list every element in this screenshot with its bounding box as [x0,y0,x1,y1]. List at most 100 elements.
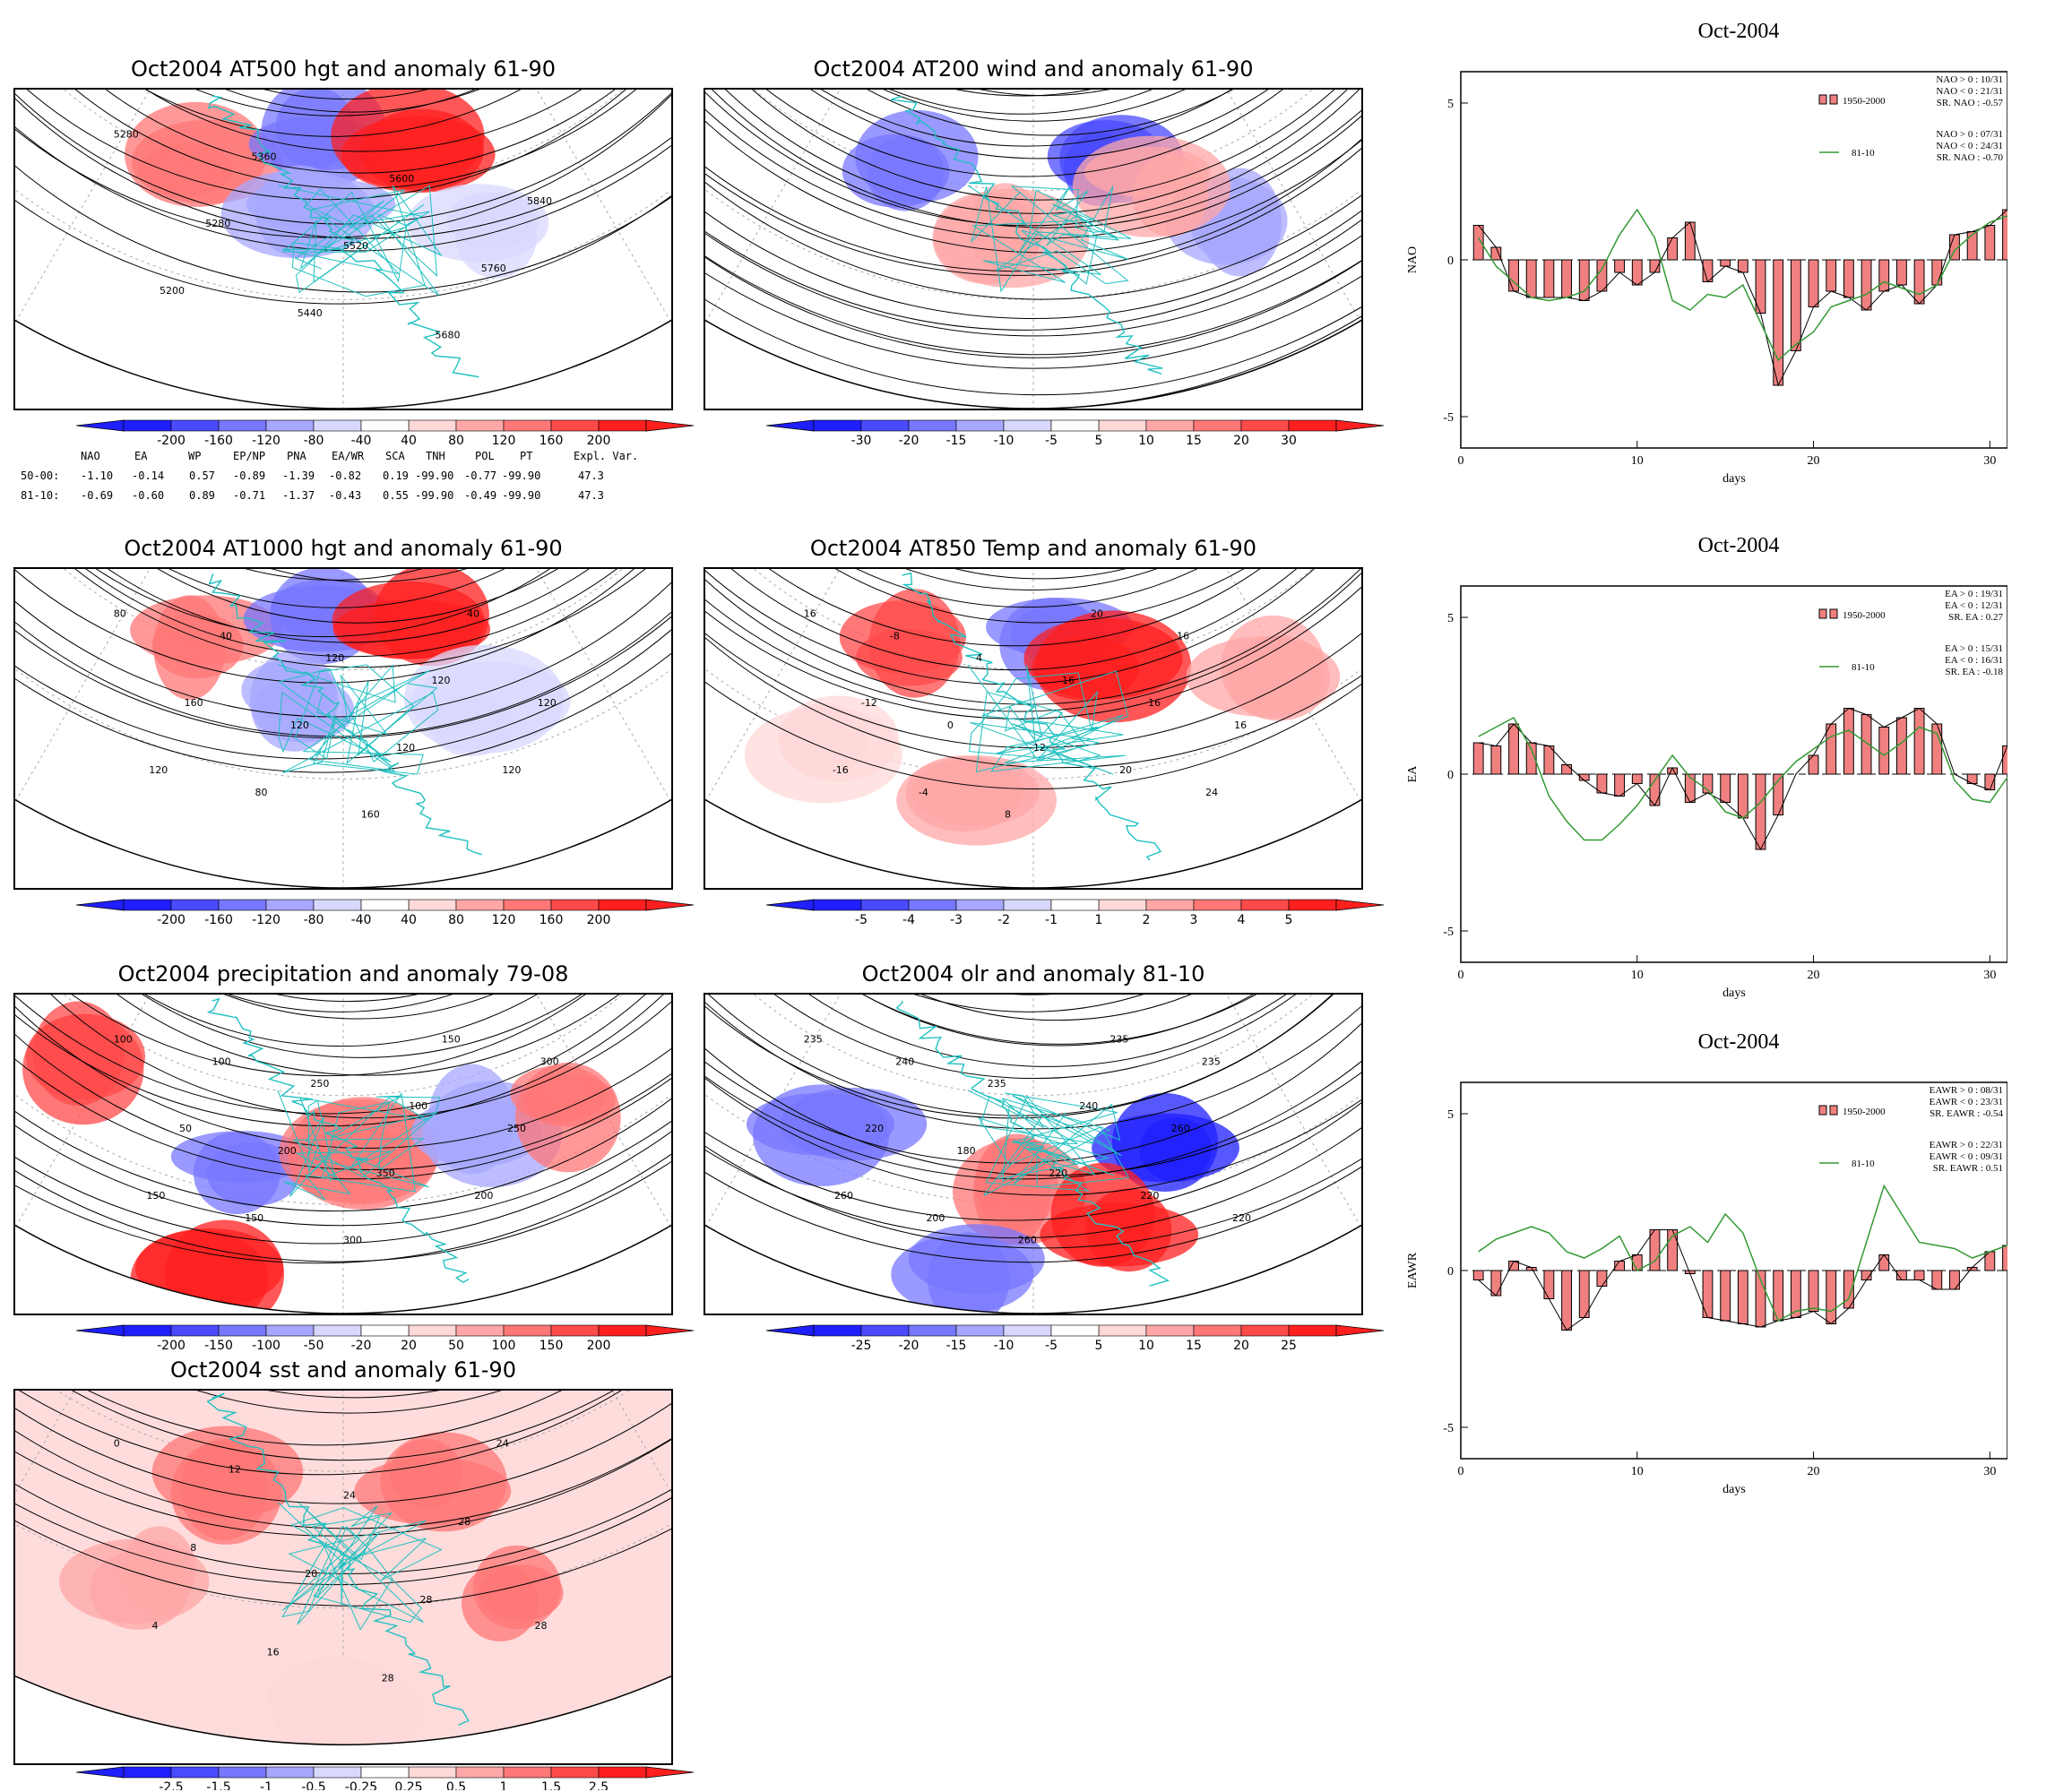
colorbar-tick-label: 80 [448,913,464,927]
colorbar-tick-label: 120 [492,434,516,448]
colorbar-tick-label: 40 [401,913,417,927]
table-cell: 0.89 [189,489,215,502]
contour-label: 120 [325,652,344,664]
table-cell: -0.71 [233,489,266,502]
colorbar-tick-label: -100 [252,1339,281,1353]
anomaly-shading [908,1224,1045,1295]
table-cell: -0.89 [233,470,266,482]
contour-line [15,995,671,1119]
anomaly-shading [125,101,267,207]
x-tick-label: 10 [1631,969,1644,982]
contour-line [15,569,671,624]
bar [1737,773,1748,819]
contour-label: 8 [190,1542,196,1554]
colorbar-swatch [1288,1324,1337,1337]
contour-label: 120 [432,675,451,686]
anomaly-shading [272,1665,426,1745]
bar [1826,259,1837,292]
x-tick-label: 10 [1631,454,1644,468]
contour-line [705,569,1361,712]
table-cell: -99.90 [502,470,541,482]
table-cell: -0.77 [464,470,497,482]
bar [1472,1270,1484,1280]
contour-label: 100 [409,1100,427,1112]
legend-text: SR. NAO : -0.70 [1937,152,2004,163]
colorbar-swatch [265,419,315,432]
colorbar-tick-label: 5 [1095,434,1103,448]
colorbar-swatch [1145,419,1195,432]
y-tick-label: 5 [1447,612,1454,625]
contour-line [15,995,671,1262]
table-cell: -99.90 [502,489,541,502]
table-header: EP/NP [233,450,266,462]
colorbar-swatch [170,419,220,432]
table-header: SCA [385,450,405,462]
colorbar: -5 -4 -3 -2 -1 1 2 3 4 5 [765,899,1385,927]
coastline [207,95,479,378]
colorbar-swatch [360,419,410,432]
bar [1984,225,1996,261]
colorbar-swatch [455,1324,505,1337]
table-cell: 47.3 [578,470,604,482]
colorbar-tick-label: -1 [1045,913,1058,927]
contour-label: 100 [114,1033,133,1045]
contour-line [15,90,671,116]
colorbar-arrow [1335,899,1385,911]
colorbar-swatch [503,1766,552,1779]
contour-label: 16 [1177,630,1189,642]
colorbar-swatch [1193,899,1242,911]
bar [1808,259,1819,307]
contour-line [15,995,671,1076]
coastline [902,572,1162,861]
contour-label: 150 [442,1033,461,1045]
contour-line [705,995,1361,1119]
bar [1684,773,1696,803]
contour-label: 80 [255,787,267,798]
colorbar-tick-label: -80 [304,434,324,448]
borders [277,1090,441,1201]
y-tick-label: 0 [1447,769,1454,782]
bar [1720,773,1731,803]
contour-line [705,995,1361,1164]
contour-line [15,569,671,737]
contour-line [15,995,671,1264]
legend-text: NAO > 0 : 07/31 [1936,129,2003,140]
contour-line [15,90,671,190]
colorbar-swatch [408,1766,457,1779]
colorbar-swatch [1145,899,1195,911]
bar [1737,1270,1748,1324]
colorbar-arrow [75,1766,125,1779]
colorbar-swatch [170,1324,220,1337]
contour-line [15,569,671,643]
colorbar-swatch [1050,419,1100,432]
contour-label: 160 [361,809,380,821]
contour-line [705,569,1361,671]
colorbar-tick-label: -30 [851,434,872,448]
colorbar-tick-label: -1.5 [206,1780,230,1790]
contour-label: -16 [833,764,849,776]
colorbar-arrow [75,1324,125,1337]
colorbar-tick-label: 40 [401,434,417,448]
legend-bar-swatch [1818,94,1827,105]
bar [1896,259,1907,286]
contour-line [15,1391,671,1504]
colorbar-tick-label: 0.25 [394,1780,422,1790]
contour-line [15,569,671,668]
x-axis-label: days [1722,1483,1746,1496]
streamline [705,90,1361,337]
contour-line [15,569,671,773]
bar [1720,1270,1731,1322]
legend-series-label: 1950-2000 [1843,610,1886,621]
bar [1543,259,1555,298]
colorbar-swatch [170,899,220,911]
latitude-circle [705,995,1361,1097]
colorbar: -25 -20 -15 -10 -5 5 10 15 20 25 [765,1324,1385,1353]
colorbar-swatch [598,1324,647,1337]
contour-line [15,995,671,1180]
row-label: 50-00: [21,470,60,482]
colorbar-tick-label: -15 [946,1339,967,1353]
colorbar-swatch [908,1324,957,1337]
anomaly-shading [360,108,485,192]
contour-line [15,995,671,1127]
